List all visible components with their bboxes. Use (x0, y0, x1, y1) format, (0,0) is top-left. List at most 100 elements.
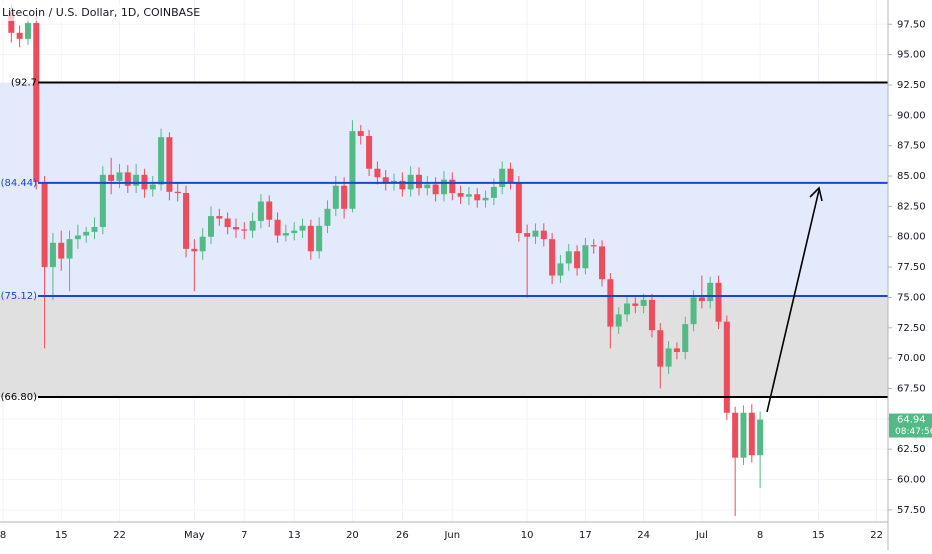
candle-body (424, 184, 431, 189)
level-label: (66.80) (1, 392, 38, 403)
candle-body (640, 299, 647, 306)
candle-body (490, 186, 497, 198)
candle-body (108, 174, 115, 181)
candle-body (574, 251, 581, 269)
candle-body (291, 230, 298, 234)
candle-body (41, 182, 48, 268)
candle-body (24, 23, 31, 39)
candle-body (374, 168, 381, 178)
x-tick-label: 26 (396, 530, 409, 541)
x-tick-label: 10 (521, 530, 534, 541)
candle-body (540, 230, 547, 240)
candle-body (657, 330, 664, 367)
candle-body (191, 248, 198, 252)
levels: (92.7 (84.44) (75.12) (66.80) (1, 78, 888, 403)
candle-body (307, 225, 314, 252)
y-tick-label: 67.50 (897, 383, 926, 394)
candle-body (282, 233, 289, 236)
candle-body (224, 218, 231, 228)
countdown-label: 08:47:56 (895, 427, 932, 437)
last-price-label: 64.94 (897, 415, 926, 426)
candle-body (183, 193, 190, 249)
y-tick-label: 62.50 (897, 444, 926, 455)
candle-body (216, 216, 223, 219)
candle-body (707, 282, 714, 302)
candle-body (274, 219, 281, 236)
candle-body (632, 303, 639, 306)
candle-body (590, 245, 597, 247)
candles (8, 4, 764, 516)
candle-body (499, 168, 506, 187)
candle-body (266, 201, 273, 220)
level-label: (75.12) (1, 291, 38, 302)
axes: 57.5060.0062.5065.0067.5070.0072.5075.00… (0, 19, 932, 541)
candle-body (673, 348, 680, 353)
x-tick-label: 15 (55, 530, 68, 541)
candle-body (232, 227, 239, 230)
y-tick-label: 77.50 (897, 262, 926, 273)
level-label: (92.7 (11, 78, 37, 89)
y-tick-label: 87.50 (897, 141, 926, 152)
x-tick-label: 24 (637, 530, 650, 541)
candle-body (748, 412, 755, 456)
y-tick-label: 97.50 (897, 19, 926, 30)
candle-body (58, 242, 65, 259)
candle-body (316, 225, 323, 252)
x-tick-label: Jul (695, 530, 708, 541)
x-tick-label: 13 (288, 530, 301, 541)
candle-body (382, 177, 389, 184)
y-tick-label: 70.00 (897, 353, 926, 364)
candle-body (16, 32, 23, 39)
candle-body (757, 419, 764, 456)
candle-body (449, 179, 456, 194)
y-tick-label: 92.50 (897, 80, 926, 91)
x-tick-label: 8 (757, 530, 763, 541)
x-tick-label: May (184, 530, 205, 541)
candle-body (732, 412, 739, 458)
arrow (766, 186, 823, 413)
candle-body (241, 229, 248, 231)
candle-body (474, 194, 481, 201)
candle-body (124, 172, 131, 186)
candle-body (74, 235, 81, 240)
title-bg (0, 5, 175, 21)
candle-body (366, 135, 373, 169)
last-price-box (889, 413, 932, 438)
x-tick-label: Jun (443, 530, 460, 541)
candle-body (332, 185, 339, 209)
candle-body (341, 185, 348, 209)
candle-body (257, 201, 264, 221)
candle-body (399, 180, 406, 190)
zones (0, 82, 888, 397)
candle-body (607, 279, 614, 327)
zone (0, 295, 888, 397)
candle-body (83, 231, 90, 236)
candle-body (116, 172, 123, 181)
candle-body (91, 227, 98, 232)
candle-body (507, 168, 514, 183)
candle-body (416, 174, 422, 189)
candle-body (249, 220, 256, 231)
x-tick-label: 8 (0, 530, 6, 541)
candle-body (149, 184, 156, 190)
candle-body (465, 194, 472, 197)
x-tick-label: 15 (812, 530, 825, 541)
candle-body (133, 174, 140, 186)
y-tick-label: 57.50 (897, 505, 926, 516)
candle-body (432, 184, 439, 195)
candle-body (440, 179, 447, 195)
candle-body (174, 191, 181, 194)
candle-body (615, 314, 622, 327)
candle-body (349, 131, 356, 209)
candle-body (698, 297, 705, 302)
candle-body (49, 242, 56, 268)
candle-body (682, 324, 689, 353)
x-tick-label: 22 (113, 530, 126, 541)
candle-body (582, 245, 589, 269)
candle-body (740, 412, 747, 458)
candle-body (8, 12, 15, 33)
x-tick-label: 17 (579, 530, 592, 541)
candle-body (565, 251, 572, 264)
candle-body (665, 348, 672, 367)
x-tick-label: 20 (346, 530, 359, 541)
